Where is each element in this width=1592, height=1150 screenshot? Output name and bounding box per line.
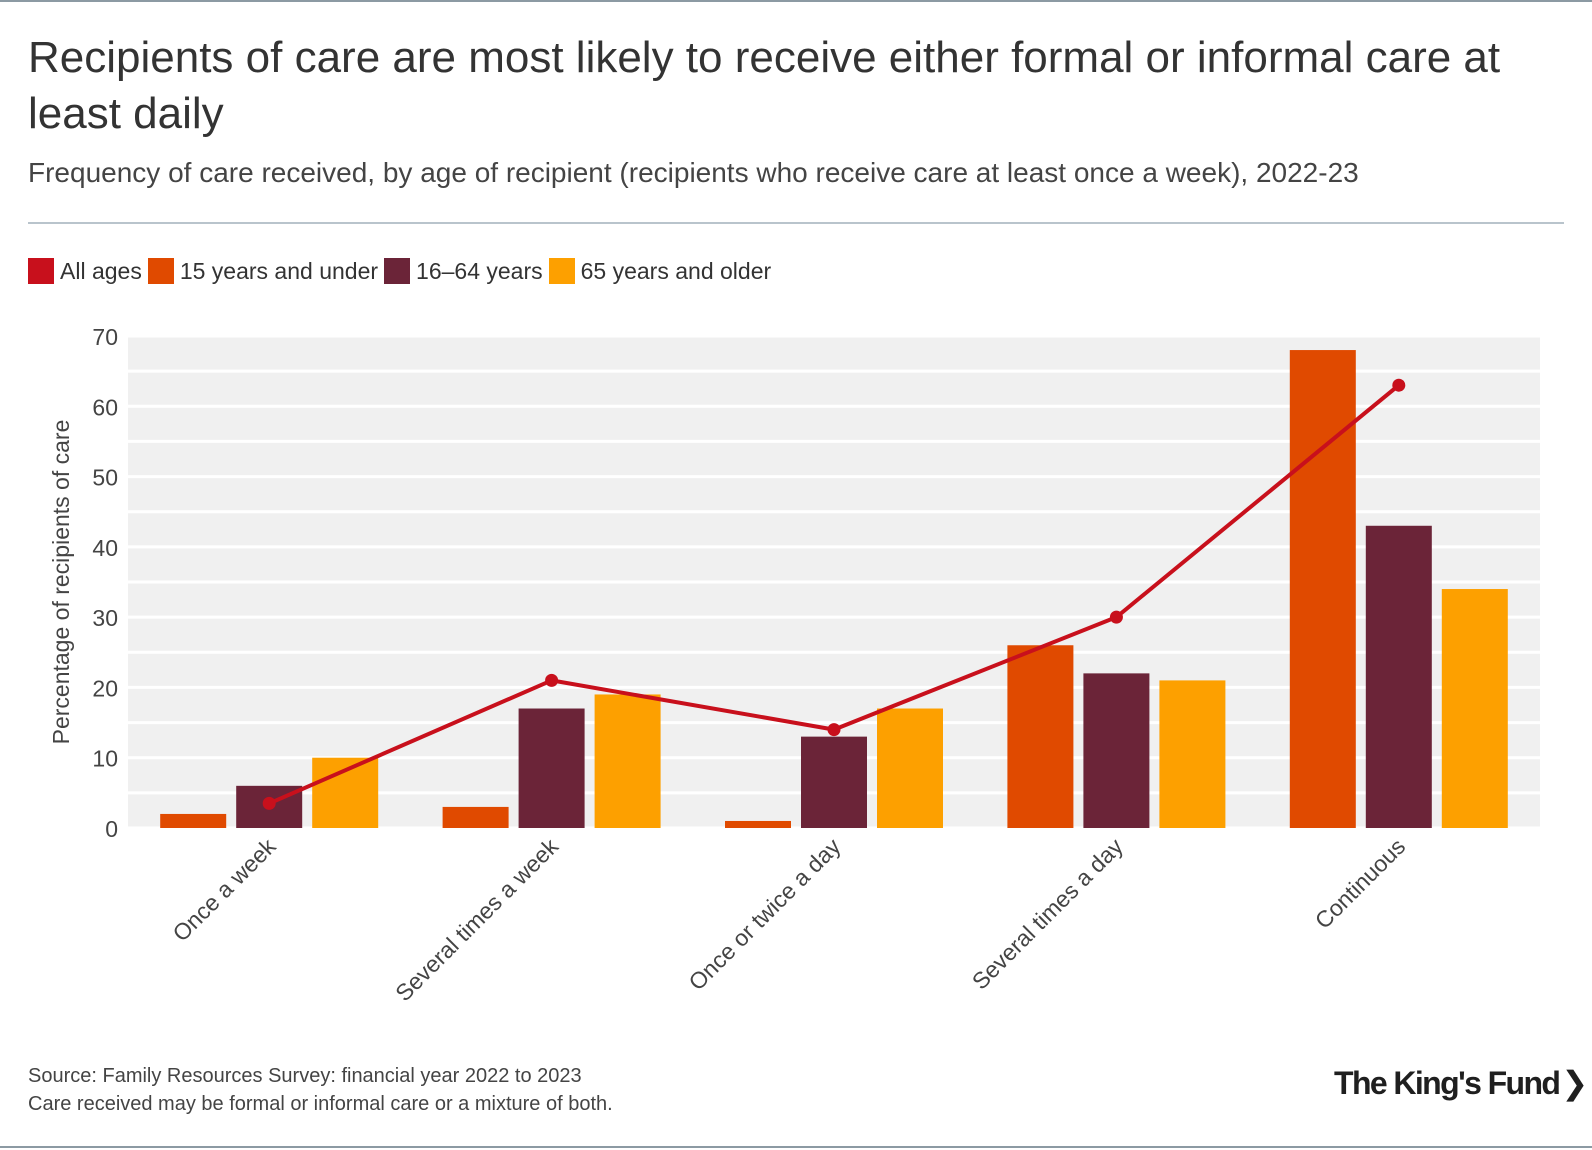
bar-65-years-and-older: [1159, 680, 1226, 828]
legend-label-all-ages: All ages: [60, 257, 142, 284]
legend-label-16-64: 16–64 years: [416, 257, 543, 284]
chart-title: Recipients of care are most likely to re…: [28, 33, 1501, 138]
bar-65-years-and-older: [877, 708, 943, 828]
header-divider: [28, 222, 1564, 224]
bottom-border: [0, 1146, 1592, 1148]
x-tick-label: Once a week: [167, 833, 281, 947]
footer: Source: Family Resources Survey: financi…: [28, 1062, 613, 1118]
bar-65-years-and-older: [594, 694, 661, 828]
bar-15-years-and-under: [1289, 350, 1356, 828]
bar-15-years-and-under: [442, 806, 509, 828]
x-tick-label: Several times a day: [967, 833, 1129, 995]
bar-15-years-and-under: [1007, 645, 1074, 828]
bar-15-years-and-under: [725, 820, 791, 828]
x-tick-label: Several times a week: [390, 833, 563, 1006]
bar-16-64-years: [801, 736, 867, 828]
point-all-ages: [1392, 378, 1406, 392]
y-tick-label: 10: [92, 746, 118, 772]
legend-item-15-and-under: 15 years and under: [147, 257, 379, 285]
legend-label-65-and-older: 65 years and older: [580, 257, 772, 284]
y-axis-label: Percentage of recipients of care: [48, 420, 74, 745]
bar-16-64-years: [1365, 525, 1432, 828]
y-tick-label: 70: [92, 324, 118, 350]
kings-fund-logo: The King's Fund❯: [1334, 1064, 1588, 1102]
x-tick-label: Once or twice a day: [683, 833, 845, 995]
bar-16-64-years: [518, 708, 585, 828]
bar-15-years-and-under: [160, 813, 227, 828]
logo-chevron-icon: ❯: [1561, 1065, 1588, 1101]
y-tick-label: 30: [92, 605, 118, 631]
legend-item-65-and-older: 65 years and older: [548, 257, 772, 285]
y-tick-label: 40: [92, 535, 118, 561]
legend-item-16-64: 16–64 years: [384, 258, 543, 285]
point-all-ages: [1109, 610, 1123, 624]
legend: All ages 15 years and under 16–64 years …: [28, 256, 777, 286]
bar-65-years-and-older: [1441, 589, 1508, 828]
logo-text: The King's Fund: [1334, 1065, 1561, 1101]
source-note: Source: Family Resources Survey: financi…: [28, 1065, 582, 1087]
y-tick-label: 60: [92, 394, 118, 420]
care-note: Care received may be formal or informal …: [28, 1093, 613, 1115]
chart-svg: 0 10 20 30 40 50 60 70 Percentage of recipients …: [48, 324, 1540, 1006]
chart-subtitle: Frequency of care received, by age of re…: [28, 157, 1359, 188]
legend-swatch-15-and-under: [147, 258, 174, 284]
x-tick-label: Continuous: [1310, 833, 1411, 934]
legend-swatch-65-and-older: [548, 258, 575, 284]
y-tick-label: 50: [92, 465, 118, 491]
legend-swatch-16-64: [384, 258, 411, 284]
legend-label-15-and-under: 15 years and under: [179, 257, 379, 284]
point-all-ages: [545, 673, 559, 687]
top-border: [0, 0, 1592, 2]
bar-16-64-years: [1083, 673, 1150, 828]
point-all-ages: [827, 723, 841, 737]
legend-item-all-ages: All ages: [28, 258, 142, 285]
y-tick-label: 20: [92, 675, 118, 701]
point-all-ages: [262, 796, 276, 810]
y-tick-label: 0: [105, 816, 118, 842]
legend-swatch-all-ages: [28, 258, 54, 284]
